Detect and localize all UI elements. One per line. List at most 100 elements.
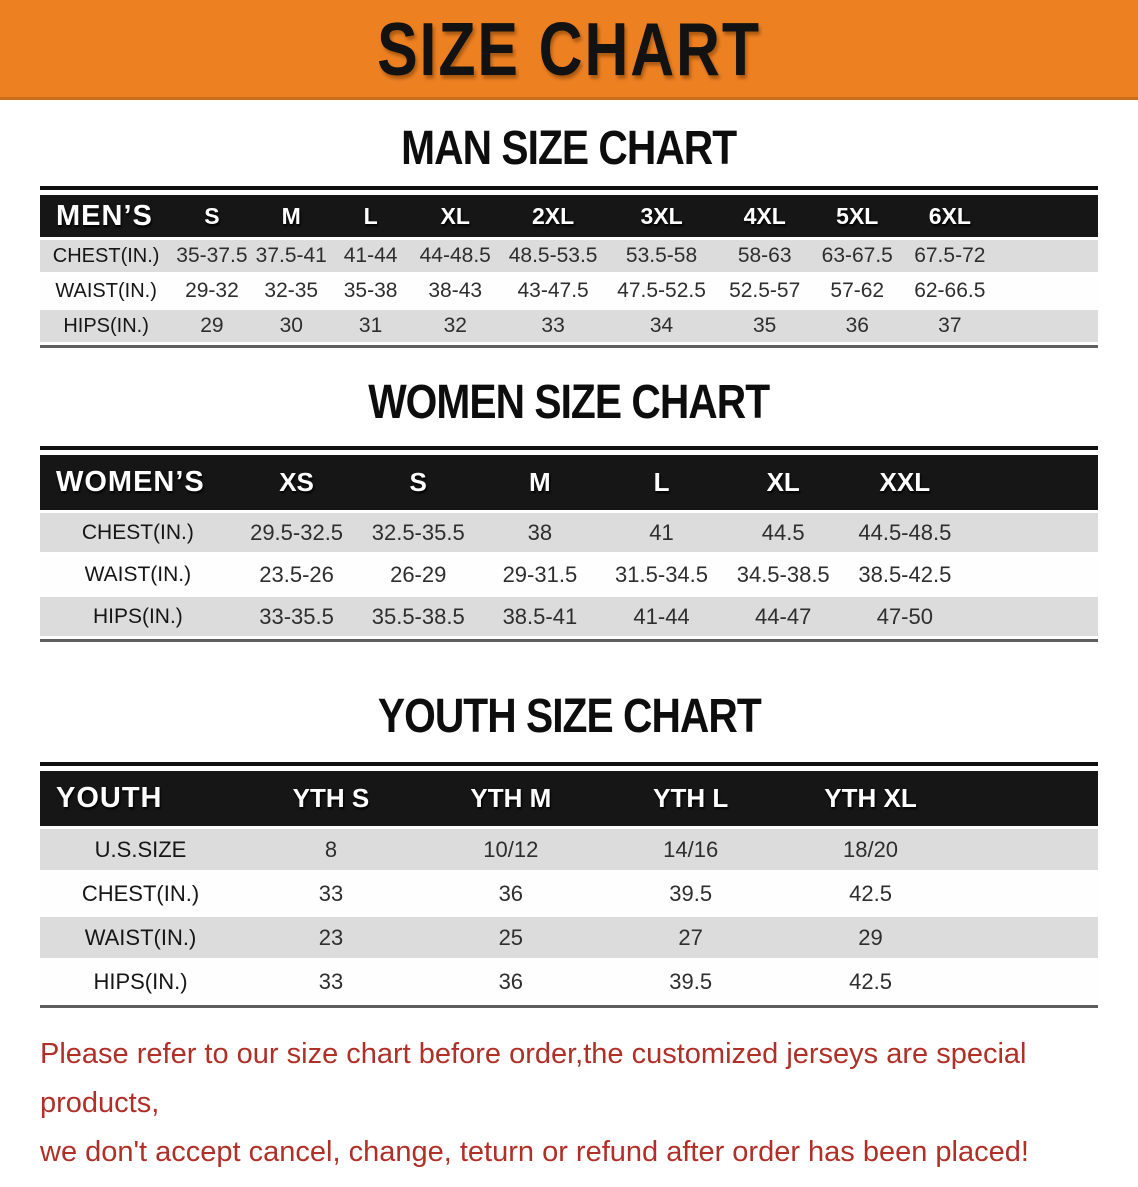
men-size-table: MEN’S S M L XL 2XL 3XL 4XL 5XL 6XL CHEST… [40,186,1098,348]
men-section: MAN SIZE CHART MEN’S S M L XL 2XL 3XL 4X… [0,120,1138,348]
size-value: 25 [420,917,601,958]
size-value: 32 [410,310,501,342]
size-value: 62-66.5 [902,275,998,307]
row-filler [997,310,1098,342]
women-size-header-xxl: XXL [844,455,966,510]
size-value: 37 [902,310,998,342]
size-value: 26-29 [357,555,480,594]
size-value: 41-44 [600,597,723,636]
row-filler [965,597,1098,636]
size-value: 44.5-48.5 [844,513,966,552]
row-filler [997,275,1098,307]
row-label: HIPS(IN.) [40,961,242,1002]
size-value: 35 [717,310,813,342]
women-section-heading-text: WOMEN SIZE CHART [368,374,771,429]
size-value: 44-48.5 [410,240,501,272]
size-value: 63-67.5 [812,240,903,272]
women-header-filler [965,455,1098,510]
size-value: 67.5-72 [902,240,998,272]
size-value: 29-31.5 [479,555,601,594]
men-size-header-5xl: 5XL [812,195,903,237]
youth-section-heading-text: YOUTH SIZE CHART [377,688,762,743]
size-value: 58-63 [717,240,813,272]
size-value: 30 [251,310,331,342]
size-value: 35.5-38.5 [357,597,480,636]
size-value: 47-50 [844,597,966,636]
men-header-row: MEN’S S M L XL 2XL 3XL 4XL 5XL 6XL [40,195,1098,237]
row-filler [960,961,1098,1002]
women-size-header-s: S [357,455,480,510]
size-value: 38 [479,513,601,552]
women-size-header-xl: XL [722,455,845,510]
youth-corner-label: YOUTH [40,771,242,826]
men-size-header-6xl: 6XL [902,195,998,237]
men-hips-row: HIPS(IN.) 29 30 31 32 33 34 35 36 37 [40,310,1098,342]
men-corner-label: MEN’S [40,195,173,237]
youth-header-filler [960,771,1098,826]
size-value: 32-35 [251,275,331,307]
size-value: 29.5-32.5 [235,513,358,552]
row-filler [965,555,1098,594]
size-value: 29 [780,917,961,958]
size-value: 34.5-38.5 [722,555,845,594]
size-value: 38-43 [410,275,501,307]
size-chart-banner: SIZE CHART [0,0,1138,100]
disclaimer-line-1: Please refer to our size chart before or… [40,1038,1027,1119]
size-value: 18/20 [780,829,961,870]
size-value: 31.5-34.5 [600,555,723,594]
size-value: 23.5-26 [235,555,358,594]
women-section: WOMEN SIZE CHART WOMEN’S XS S M L XL XXL [0,374,1138,642]
size-value: 14/16 [600,829,781,870]
women-size-header-l: L [600,455,723,510]
row-label: CHEST(IN.) [40,513,236,552]
men-size-header-4xl: 4XL [717,195,813,237]
size-value: 35-38 [330,275,411,307]
women-waist-row: WAIST(IN.) 23.5-26 26-29 29-31.5 31.5-34… [40,555,1098,594]
size-value: 53.5-58 [606,240,718,272]
disclaimer-note: Please refer to our size chart before or… [0,1008,1138,1187]
size-value: 36 [420,873,601,914]
row-label: HIPS(IN.) [40,597,236,636]
size-value: 48.5-53.5 [500,240,606,272]
size-value: 39.5 [600,961,781,1002]
size-value: 33-35.5 [235,597,358,636]
women-size-table: WOMEN’S XS S M L XL XXL CHEST(IN.) 29.5-… [40,446,1098,642]
men-section-heading: MAN SIZE CHART [40,120,1098,174]
youth-size-header-m: YTH M [420,771,601,826]
size-value: 37.5-41 [251,240,331,272]
size-value: 47.5-52.5 [606,275,718,307]
women-hips-row: HIPS(IN.) 33-35.5 35.5-38.5 38.5-41 41-4… [40,597,1098,636]
youth-size-header-l: YTH L [600,771,781,826]
row-label: WAIST(IN.) [40,555,236,594]
row-label: CHEST(IN.) [40,240,173,272]
women-size-header-xs: XS [235,455,358,510]
men-size-header-3xl: 3XL [606,195,718,237]
youth-header-row: YOUTH YTH S YTH M YTH L YTH XL [40,771,1098,826]
row-label: WAIST(IN.) [40,275,173,307]
size-value: 57-62 [812,275,903,307]
size-value: 44-47 [722,597,845,636]
women-section-heading: WOMEN SIZE CHART [40,374,1098,428]
size-value: 52.5-57 [717,275,813,307]
row-filler [960,917,1098,958]
youth-hips-row: HIPS(IN.) 33 36 39.5 42.5 [40,961,1098,1002]
row-filler [960,873,1098,914]
size-value: 33 [241,873,421,914]
youth-section: YOUTH SIZE CHART YOUTH YTH S YTH M YTH L… [0,688,1138,1008]
youth-waist-row: WAIST(IN.) 23 25 27 29 [40,917,1098,958]
size-value: 8 [241,829,421,870]
men-section-heading-text: MAN SIZE CHART [401,120,738,175]
women-header-row: WOMEN’S XS S M L XL XXL [40,455,1098,510]
youth-ussize-row: U.S.SIZE 8 10/12 14/16 18/20 [40,829,1098,870]
row-label: CHEST(IN.) [40,873,242,914]
row-filler [997,240,1098,272]
size-value: 29-32 [172,275,252,307]
men-size-header-l: L [330,195,411,237]
size-value: 41-44 [330,240,411,272]
size-value: 34 [606,310,718,342]
youth-size-table: YOUTH YTH S YTH M YTH L YTH XL U.S.SIZE … [40,762,1098,1008]
men-size-header-xl: XL [410,195,501,237]
size-value: 27 [600,917,781,958]
row-label: HIPS(IN.) [40,310,173,342]
men-waist-row: WAIST(IN.) 29-32 32-35 35-38 38-43 43-47… [40,275,1098,307]
